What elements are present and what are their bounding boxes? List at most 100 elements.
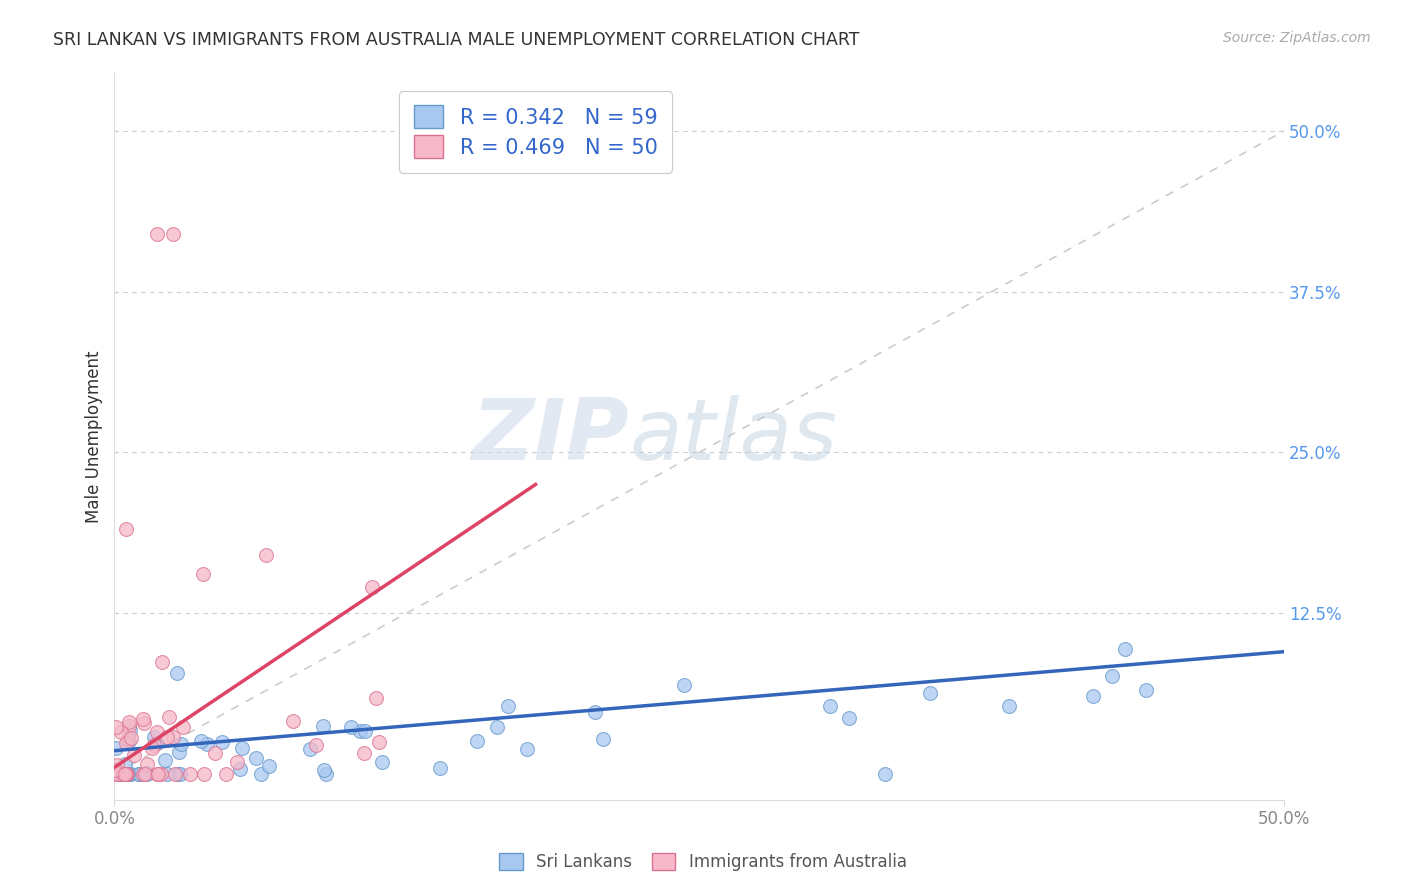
- Point: [115, 766, 138, 780]
- Point: [245, 750, 267, 764]
- Point: [283, 714, 305, 728]
- Point: [162, 227, 184, 241]
- Point: [118, 723, 141, 738]
- Point: [465, 734, 488, 748]
- Point: [367, 735, 389, 749]
- Point: [353, 746, 375, 760]
- Point: [920, 686, 942, 700]
- Point: [349, 723, 371, 738]
- Point: [145, 766, 167, 780]
- Point: [156, 730, 179, 744]
- Point: [135, 766, 157, 780]
- Point: [146, 766, 169, 780]
- Point: [115, 766, 138, 780]
- Point: [1083, 689, 1105, 703]
- Point: [340, 721, 363, 735]
- Point: [107, 766, 129, 780]
- Point: [163, 766, 186, 780]
- Point: [117, 732, 139, 747]
- Point: [115, 766, 138, 780]
- Point: [105, 720, 128, 734]
- Point: [190, 734, 212, 748]
- Point: [299, 742, 322, 756]
- Point: [360, 580, 382, 594]
- Point: [157, 710, 180, 724]
- Point: [364, 690, 387, 705]
- Point: [143, 730, 166, 744]
- Point: [250, 766, 273, 780]
- Point: [114, 757, 136, 772]
- Point: [104, 763, 127, 777]
- Point: [107, 766, 129, 780]
- Point: [167, 766, 190, 780]
- Point: [496, 699, 519, 714]
- Point: [117, 766, 139, 780]
- Point: [118, 719, 141, 733]
- Point: [114, 766, 136, 780]
- Point: [128, 766, 150, 780]
- Point: [141, 740, 163, 755]
- Point: [128, 766, 150, 780]
- Point: [132, 712, 155, 726]
- Point: [153, 753, 176, 767]
- Point: [583, 706, 606, 720]
- Point: [516, 741, 538, 756]
- Point: [229, 762, 252, 776]
- Point: [1135, 683, 1157, 698]
- Point: [117, 714, 139, 729]
- Point: [150, 766, 173, 780]
- Point: [193, 567, 215, 582]
- Point: [204, 746, 226, 760]
- Point: [257, 759, 280, 773]
- Point: [150, 655, 173, 669]
- Point: [873, 766, 896, 780]
- Point: [214, 766, 236, 780]
- Point: [169, 766, 191, 780]
- Point: [315, 766, 337, 780]
- Point: [592, 732, 614, 747]
- Point: [486, 720, 509, 734]
- Point: [162, 730, 184, 744]
- Point: [117, 734, 139, 748]
- Point: [312, 719, 335, 733]
- Point: [231, 741, 253, 756]
- Point: [107, 766, 129, 780]
- Point: [122, 747, 145, 762]
- Point: [115, 766, 138, 780]
- Point: [145, 227, 167, 241]
- Point: [820, 698, 842, 713]
- Point: [132, 715, 155, 730]
- Legend: R = 0.342   N = 59, R = 0.469   N = 50: R = 0.342 N = 59, R = 0.469 N = 50: [399, 91, 672, 172]
- Point: [104, 741, 127, 756]
- Point: [146, 735, 169, 749]
- Point: [135, 756, 157, 771]
- Point: [170, 737, 193, 751]
- Point: [110, 725, 132, 739]
- Point: [108, 766, 131, 780]
- Point: [105, 757, 128, 772]
- Point: [143, 738, 166, 752]
- Point: [167, 745, 190, 759]
- Point: [673, 678, 696, 692]
- Point: [371, 756, 394, 770]
- Point: [136, 766, 159, 780]
- Point: [1114, 641, 1136, 656]
- Point: [128, 766, 150, 780]
- Point: [120, 766, 142, 780]
- Point: [226, 755, 249, 769]
- Text: atlas: atlas: [628, 395, 837, 478]
- Point: [115, 766, 138, 780]
- Point: [134, 766, 156, 780]
- Point: [115, 523, 138, 537]
- Text: Source: ZipAtlas.com: Source: ZipAtlas.com: [1223, 31, 1371, 45]
- Point: [429, 760, 451, 774]
- Point: [304, 738, 326, 752]
- Point: [211, 735, 233, 749]
- Point: [115, 735, 138, 749]
- Point: [193, 766, 215, 780]
- Point: [998, 698, 1021, 713]
- Legend: Sri Lankans, Immigrants from Australia: Sri Lankans, Immigrants from Australia: [491, 845, 915, 880]
- Point: [312, 764, 335, 778]
- Point: [166, 665, 188, 680]
- Point: [354, 723, 377, 738]
